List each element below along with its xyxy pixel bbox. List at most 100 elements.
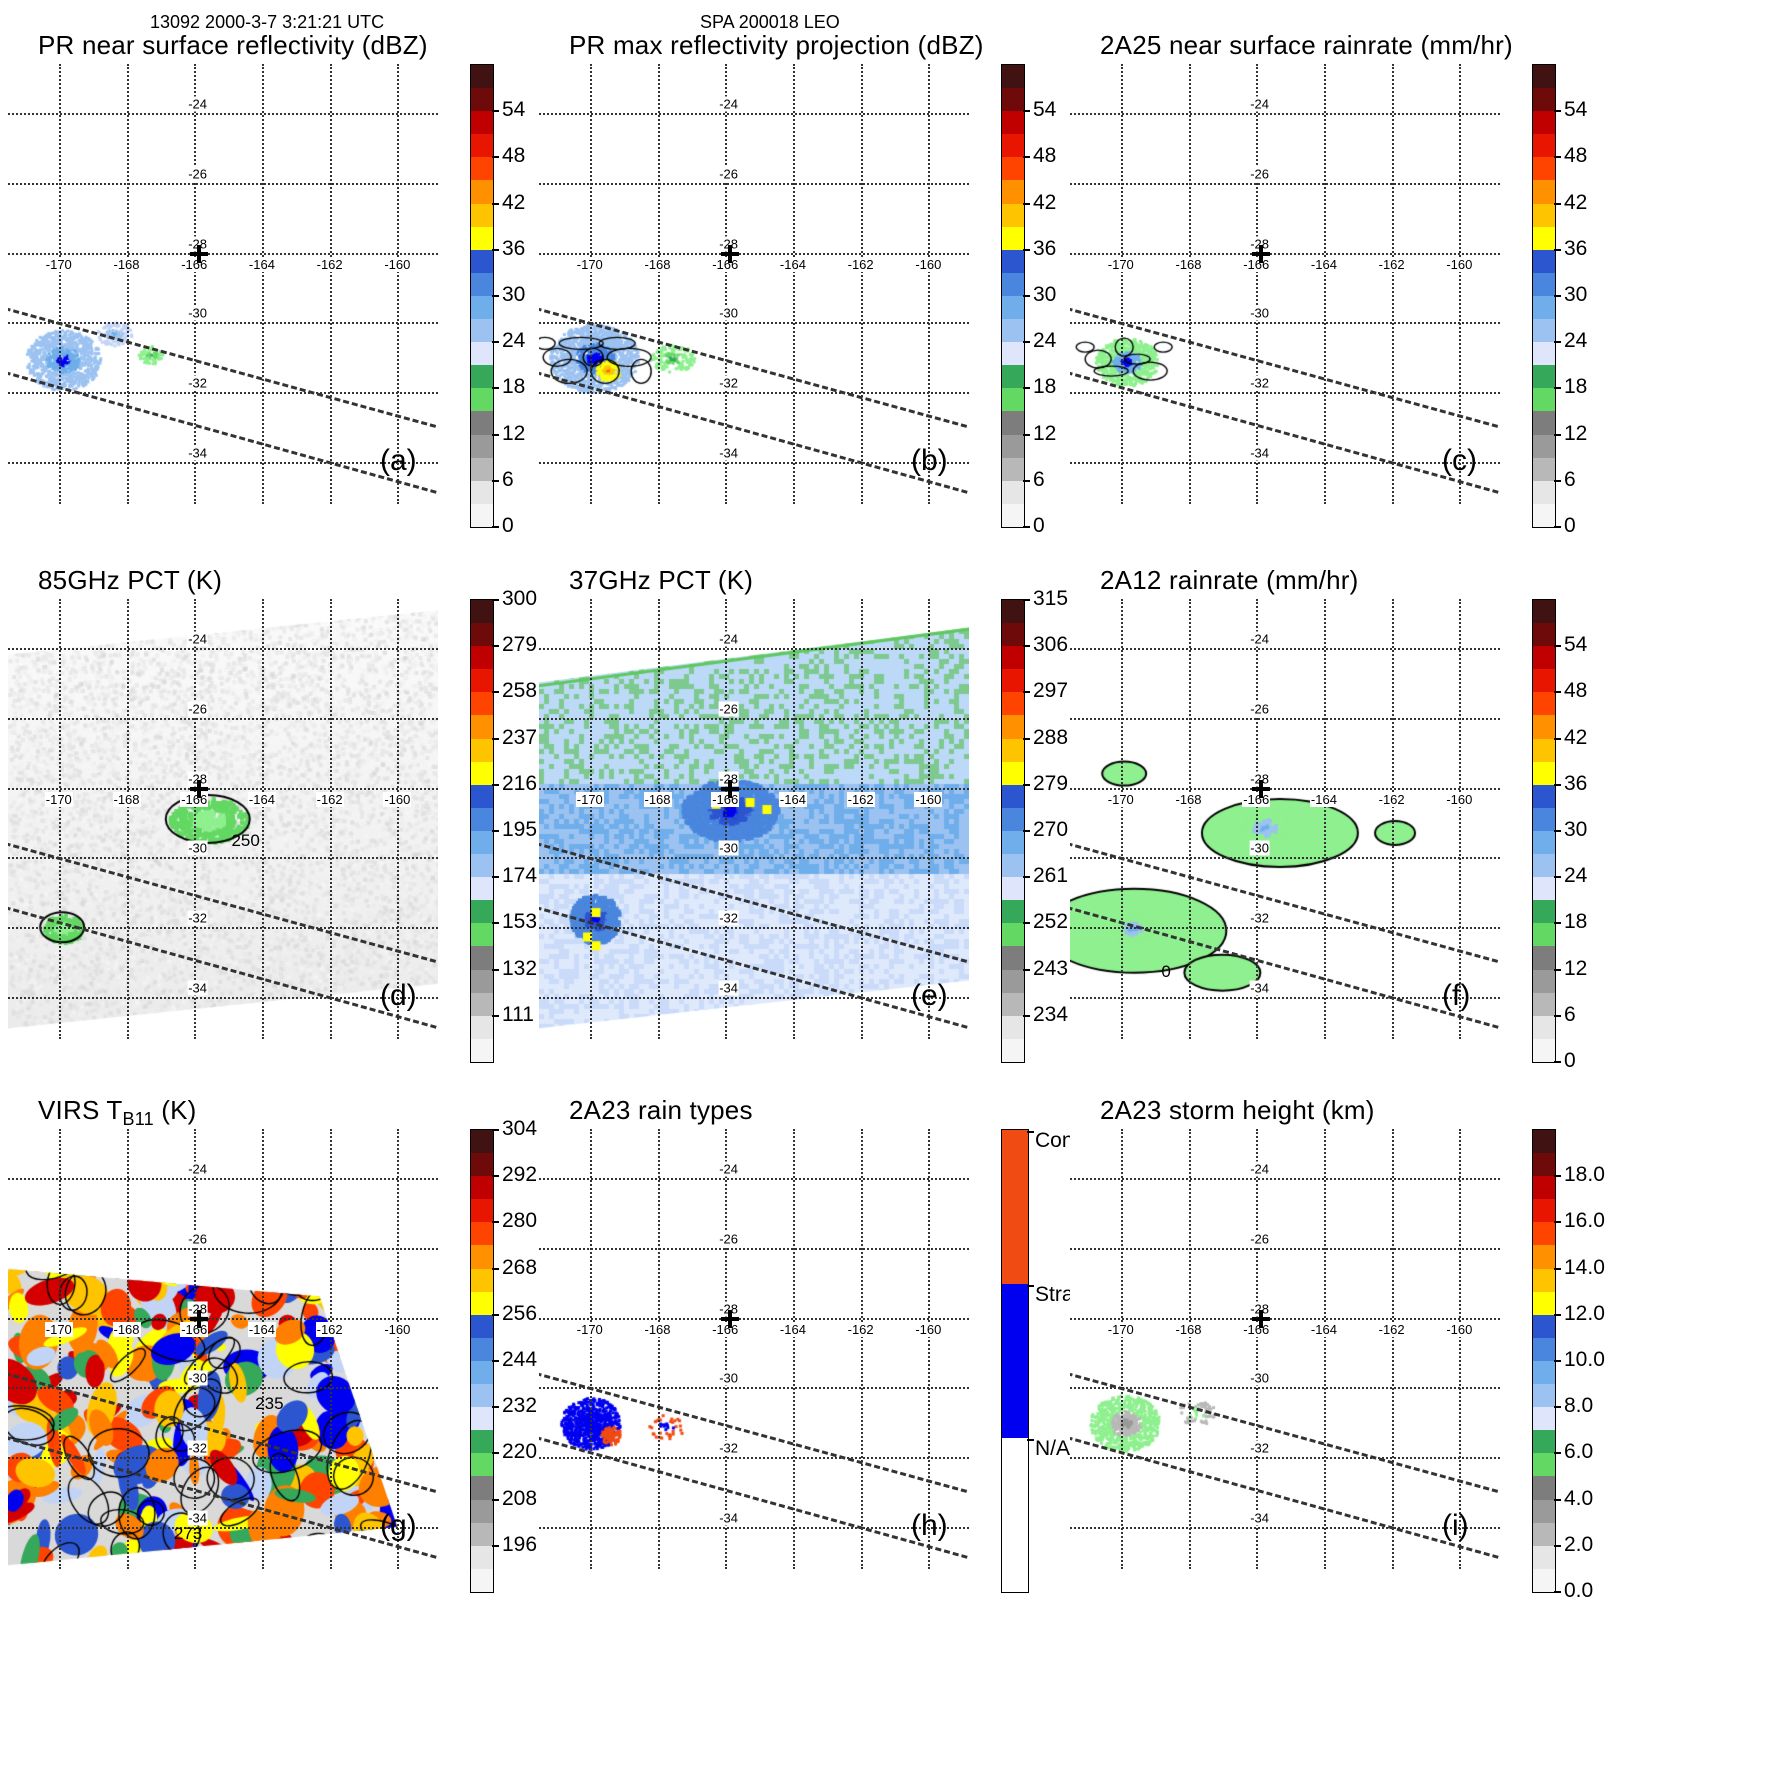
colorbar-band xyxy=(1002,203,1024,227)
colorbar-tickmark xyxy=(1023,387,1030,390)
colorbar-band xyxy=(471,65,493,89)
colorbar-band xyxy=(1002,600,1024,624)
panel-label-d: (d) xyxy=(380,979,417,1012)
data-overlay-i xyxy=(1070,1129,1500,1569)
gridline-lon--166 xyxy=(194,64,197,504)
center-marker xyxy=(1252,245,1271,264)
colorbar-band-conv xyxy=(1002,1130,1028,1284)
colorbar-band xyxy=(471,1015,493,1039)
gridline-lon--170 xyxy=(58,1129,61,1569)
xtick-label: -164 xyxy=(1309,1321,1338,1337)
colorbar-band xyxy=(1533,969,1555,993)
colorbar-tickmark xyxy=(1023,968,1030,971)
colorbar-tickmark xyxy=(1554,387,1561,390)
colorbar-band xyxy=(1533,457,1555,481)
colorbar-tick-label: 30 xyxy=(1564,818,1588,841)
colorbar-tickmark xyxy=(1554,1061,1561,1063)
colorbar-band xyxy=(471,388,493,412)
colorbar-tickmark xyxy=(492,691,499,694)
colorbar-tickmark xyxy=(492,1313,499,1316)
header-timestamp: 13092 2000-3-7 3:21:21 UTC xyxy=(150,12,385,32)
colorbar-tickmark xyxy=(492,968,499,971)
gridline-lat--26 xyxy=(8,182,438,185)
colorbar-tick-label: 48 xyxy=(1564,679,1588,703)
colorbar-tickmark xyxy=(492,1406,499,1409)
gridline-lon--160 xyxy=(928,599,931,1039)
xtick-label: -162 xyxy=(846,256,875,272)
gridline-lon--170 xyxy=(589,1129,592,1569)
colorbar-band xyxy=(1533,1291,1555,1315)
panel-title-f: 2A12 rainrate (mm/hr) xyxy=(1100,565,1359,595)
gridline-lat--32 xyxy=(539,1457,969,1460)
ytick-label: -26 xyxy=(1249,1231,1270,1247)
xtick-label: -168 xyxy=(643,256,672,272)
gridline-lat--24 xyxy=(539,112,969,115)
colorbar-band xyxy=(471,226,493,250)
colorbar-band xyxy=(1533,342,1555,366)
colorbar-band xyxy=(471,761,493,785)
ytick-label: -30 xyxy=(1249,840,1270,856)
colorbar-tick-label: 220 xyxy=(502,1440,538,1464)
colorbar-tickmark xyxy=(492,1129,499,1131)
ytick-label: -30 xyxy=(187,1370,208,1386)
colorbar-tick-label: 280 xyxy=(502,1209,538,1233)
colorbar-band xyxy=(1533,1176,1555,1200)
colorbar-tick-label: 232 xyxy=(502,1394,538,1418)
colorbar-tickmark xyxy=(1554,341,1561,344)
center-marker xyxy=(1252,780,1271,799)
colorbar-tickmark xyxy=(1554,645,1561,648)
colorbar-band xyxy=(1002,457,1024,481)
gridline-lat--28 xyxy=(539,252,969,255)
colorbar-band xyxy=(471,992,493,1016)
panel-label-f: (f) xyxy=(1442,979,1471,1012)
colorbar-tick-label: 42 xyxy=(1033,190,1057,214)
colorbar-band xyxy=(1002,365,1024,389)
panel-label-h: (h) xyxy=(911,1509,948,1542)
colorbar-tickmark xyxy=(492,526,499,528)
colorbar-tick-label: 174 xyxy=(502,864,538,888)
colorbar-tick-label: 18 xyxy=(1564,910,1588,934)
colorbar-band xyxy=(1533,249,1555,273)
colorbar-band xyxy=(1533,692,1555,716)
gridline-lat--24 xyxy=(8,112,438,115)
gridline-lon--162 xyxy=(1391,599,1394,1039)
xtick-label: -170 xyxy=(44,1321,73,1337)
panel-title-i: 2A23 storm height (km) xyxy=(1100,1095,1375,1125)
xtick-label: -162 xyxy=(1377,256,1406,272)
colorbar-tick-label: 0 xyxy=(1564,1049,1576,1072)
ytick-label: -32 xyxy=(187,375,208,391)
colorbar-tick-label: 208 xyxy=(502,1486,538,1510)
panel-title-main: VIRS T xyxy=(38,1095,123,1125)
colorbar-tickmark xyxy=(492,922,499,925)
gridline-lat--30 xyxy=(539,857,969,860)
colorbar-tick-label: 30 xyxy=(502,283,526,306)
xtick-label: -162 xyxy=(315,1321,344,1337)
graticule xyxy=(539,599,969,1039)
colorbar-tickmark xyxy=(1023,691,1030,694)
gridline-lat--32 xyxy=(8,1457,438,1460)
contour-label-235: 235 xyxy=(255,1394,284,1414)
gridline-lat--32 xyxy=(1070,1457,1500,1460)
gridline-lon--162 xyxy=(329,599,332,1039)
ytick-label: -26 xyxy=(1249,166,1270,182)
panel-label-g: (g) xyxy=(380,1509,417,1542)
colorbar-band xyxy=(1533,157,1555,181)
panel-e: 37GHz PCT (K) -170 -168 -166 -164 -162 -160 -24… xyxy=(539,565,1068,1065)
colorbar-tickmark xyxy=(1554,1221,1561,1224)
gridline-lon--164 xyxy=(1323,599,1326,1039)
colorbar-band xyxy=(1002,923,1024,947)
gridline-lat--26 xyxy=(539,717,969,720)
colorbar-tick-label: 288 xyxy=(1033,725,1069,749)
colorbar-band xyxy=(1533,1015,1555,1039)
colorbar-tick-label: 279 xyxy=(502,633,538,657)
colorbar-tickmark xyxy=(1023,526,1030,528)
colorbar-band xyxy=(471,88,493,112)
gridline-lon--168 xyxy=(657,1129,660,1569)
colorbar-f xyxy=(1532,599,1556,1063)
colorbar-band xyxy=(471,669,493,693)
colorbar-band xyxy=(1533,1199,1555,1223)
colorbar-band xyxy=(471,969,493,993)
colorbar-band xyxy=(471,111,493,135)
colorbar-band xyxy=(1533,1476,1555,1500)
data-overlay-f xyxy=(1070,599,1500,1039)
